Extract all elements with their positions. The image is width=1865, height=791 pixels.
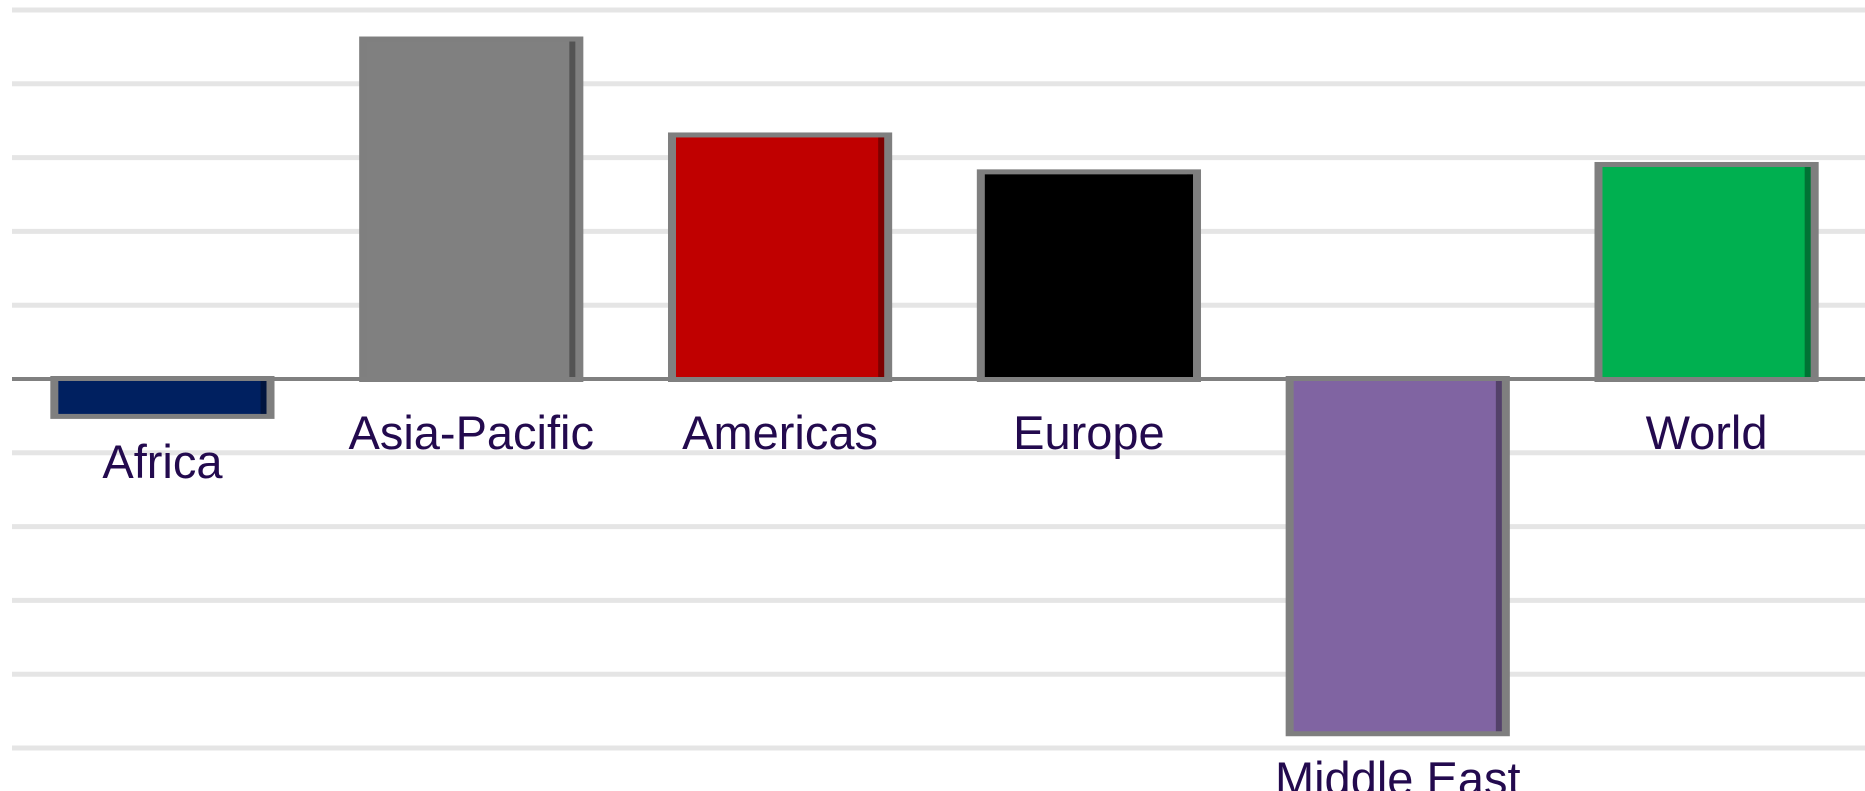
category-label: Americas xyxy=(682,406,878,459)
bar xyxy=(675,137,885,377)
bar xyxy=(1293,381,1502,732)
gridlines xyxy=(12,7,1865,751)
bar xyxy=(1602,166,1811,377)
bar-edge xyxy=(260,381,267,414)
category-label: Middle East xyxy=(1275,752,1521,791)
category-label: Asia-Pacific xyxy=(348,406,594,459)
category-label: Africa xyxy=(102,435,223,488)
bar-group xyxy=(1594,161,1819,382)
bar-group xyxy=(1285,376,1510,737)
bar-group xyxy=(667,132,893,382)
bar-group xyxy=(50,376,275,419)
bar xyxy=(984,174,1194,377)
category-label: World xyxy=(1646,406,1768,459)
bar-group xyxy=(976,169,1202,382)
bar xyxy=(58,381,267,414)
bar-edge xyxy=(1495,381,1502,732)
bar-edge xyxy=(1804,166,1811,377)
category-label: Europe xyxy=(1013,406,1165,459)
bar-group xyxy=(359,36,584,383)
category-labels: Africa Asia-Pacific Americas Europe Middle E… xyxy=(102,406,1767,791)
bar-edge xyxy=(1187,174,1194,377)
bar-edge xyxy=(569,41,576,378)
bar xyxy=(367,41,576,378)
bars xyxy=(50,36,1819,737)
bar-edge xyxy=(878,137,885,377)
